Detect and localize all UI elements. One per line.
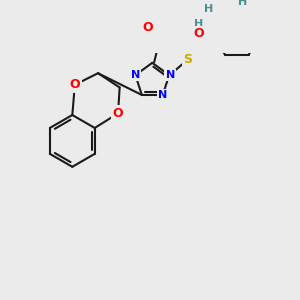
Text: O: O [113,107,123,120]
Text: O: O [193,28,203,40]
Text: O: O [142,21,152,34]
Text: N: N [131,70,140,80]
Text: O: O [70,78,80,91]
Text: H: H [238,0,248,7]
Text: H: H [204,4,213,14]
Text: N: N [166,70,175,80]
Text: S: S [183,53,192,66]
Text: H: H [194,19,203,29]
Text: N: N [158,90,167,100]
